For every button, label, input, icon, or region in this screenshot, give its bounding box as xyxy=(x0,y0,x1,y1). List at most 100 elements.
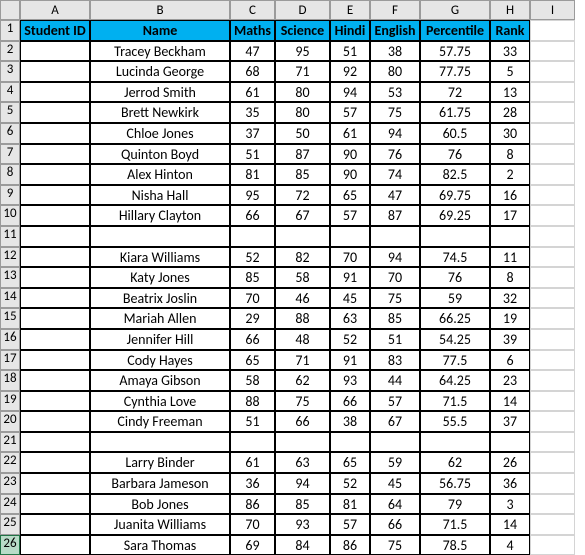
cell-C6[interactable]: 37 xyxy=(230,123,275,144)
cell-C17[interactable]: 65 xyxy=(230,350,275,371)
cell-A19[interactable] xyxy=(20,391,90,412)
cell-E18[interactable]: 93 xyxy=(330,370,370,391)
cell-H17[interactable]: 6 xyxy=(490,350,530,371)
cell-E4[interactable]: 94 xyxy=(330,82,370,103)
cell-E23[interactable]: 52 xyxy=(330,473,370,494)
col-header-C[interactable]: C xyxy=(230,0,275,20)
cell-D2[interactable]: 95 xyxy=(275,41,330,62)
cell-H8[interactable]: 2 xyxy=(490,164,530,185)
cell-E2[interactable]: 51 xyxy=(330,41,370,62)
row-header-12[interactable]: 12 xyxy=(0,247,20,268)
cell-F23[interactable]: 45 xyxy=(370,473,420,494)
cell-F6[interactable]: 94 xyxy=(370,123,420,144)
cell-D12[interactable]: 82 xyxy=(275,247,330,268)
cell-F24[interactable]: 64 xyxy=(370,494,420,515)
col-header-D[interactable]: D xyxy=(275,0,330,20)
cell-G23[interactable]: 56.75 xyxy=(420,473,490,494)
cell-G2[interactable]: 57.75 xyxy=(420,41,490,62)
cell-G14[interactable]: 59 xyxy=(420,288,490,309)
cell-G17[interactable]: 77.5 xyxy=(420,350,490,371)
cell-H5[interactable]: 28 xyxy=(490,102,530,123)
row-header-15[interactable]: 15 xyxy=(0,308,20,329)
cell-F11[interactable] xyxy=(370,226,420,247)
cell-E11[interactable] xyxy=(330,226,370,247)
cell-F7[interactable]: 76 xyxy=(370,144,420,165)
cell-A17[interactable] xyxy=(20,350,90,371)
cell-F13[interactable]: 70 xyxy=(370,267,420,288)
cell-B25[interactable]: Juanita Williams xyxy=(90,514,230,535)
cell-G7[interactable]: 76 xyxy=(420,144,490,165)
cell-G26[interactable]: 78.5 xyxy=(420,535,490,555)
cell-I9[interactable] xyxy=(530,185,575,206)
cell-E20[interactable]: 38 xyxy=(330,411,370,432)
cell-A12[interactable] xyxy=(20,247,90,268)
cell-C21[interactable] xyxy=(230,432,275,453)
cell-F2[interactable]: 38 xyxy=(370,41,420,62)
cell-I7[interactable] xyxy=(530,144,575,165)
row-header-7[interactable]: 7 xyxy=(0,144,20,165)
row-header-21[interactable]: 21 xyxy=(0,432,20,453)
cell-A10[interactable] xyxy=(20,205,90,226)
cell-H19[interactable]: 14 xyxy=(490,391,530,412)
cell-F15[interactable]: 85 xyxy=(370,308,420,329)
cell-I25[interactable] xyxy=(530,514,575,535)
cell-D10[interactable]: 67 xyxy=(275,205,330,226)
cell-I2[interactable] xyxy=(530,41,575,62)
row-header-8[interactable]: 8 xyxy=(0,164,20,185)
cell-E8[interactable]: 90 xyxy=(330,164,370,185)
cell-E9[interactable]: 65 xyxy=(330,185,370,206)
cell-D20[interactable]: 66 xyxy=(275,411,330,432)
cell-I14[interactable] xyxy=(530,288,575,309)
cell-B4[interactable]: Jerrod Smith xyxy=(90,82,230,103)
cell-A7[interactable] xyxy=(20,144,90,165)
cell-E3[interactable]: 92 xyxy=(330,61,370,82)
cell-F3[interactable]: 80 xyxy=(370,61,420,82)
cell-I6[interactable] xyxy=(530,123,575,144)
cell-F9[interactable]: 47 xyxy=(370,185,420,206)
cell-C24[interactable]: 86 xyxy=(230,494,275,515)
cell-D14[interactable]: 46 xyxy=(275,288,330,309)
cell-D18[interactable]: 62 xyxy=(275,370,330,391)
cell-B15[interactable]: Mariah Allen xyxy=(90,308,230,329)
row-header-13[interactable]: 13 xyxy=(0,267,20,288)
cell-H3[interactable]: 5 xyxy=(490,61,530,82)
cell-B7[interactable]: Quinton Boyd xyxy=(90,144,230,165)
cell-E13[interactable]: 91 xyxy=(330,267,370,288)
cell-B2[interactable]: Tracey Beckham xyxy=(90,41,230,62)
cell-C10[interactable]: 66 xyxy=(230,205,275,226)
cell-B16[interactable]: Jennifer Hill xyxy=(90,329,230,350)
cell-I10[interactable] xyxy=(530,205,575,226)
row-header-6[interactable]: 6 xyxy=(0,123,20,144)
cell-G13[interactable]: 76 xyxy=(420,267,490,288)
spreadsheet-grid[interactable]: ABCDEFGHI1Student IDNameMathsScienceHind… xyxy=(0,0,585,555)
cell-H20[interactable]: 37 xyxy=(490,411,530,432)
cell-B21[interactable] xyxy=(90,432,230,453)
cell-A15[interactable] xyxy=(20,308,90,329)
cell-I23[interactable] xyxy=(530,473,575,494)
cell-E21[interactable] xyxy=(330,432,370,453)
cell-E17[interactable]: 91 xyxy=(330,350,370,371)
cell-D4[interactable]: 80 xyxy=(275,82,330,103)
cell-A22[interactable] xyxy=(20,452,90,473)
cell-C2[interactable]: 47 xyxy=(230,41,275,62)
cell-C14[interactable]: 70 xyxy=(230,288,275,309)
select-all-corner[interactable] xyxy=(0,0,20,20)
cell-G3[interactable]: 77.75 xyxy=(420,61,490,82)
cell-I11[interactable] xyxy=(530,226,575,247)
cell-B8[interactable]: Alex Hinton xyxy=(90,164,230,185)
cell-B18[interactable]: Amaya Gibson xyxy=(90,370,230,391)
cell-B13[interactable]: Katy Jones xyxy=(90,267,230,288)
cell-G8[interactable]: 82.5 xyxy=(420,164,490,185)
cell-B14[interactable]: Beatrix Joslin xyxy=(90,288,230,309)
cell-E6[interactable]: 61 xyxy=(330,123,370,144)
cell-H25[interactable]: 14 xyxy=(490,514,530,535)
cell-F19[interactable]: 57 xyxy=(370,391,420,412)
cell-E12[interactable]: 70 xyxy=(330,247,370,268)
cell-D8[interactable]: 85 xyxy=(275,164,330,185)
cell-A8[interactable] xyxy=(20,164,90,185)
cell-F5[interactable]: 75 xyxy=(370,102,420,123)
cell-C26[interactable]: 69 xyxy=(230,535,275,555)
cell-E16[interactable]: 52 xyxy=(330,329,370,350)
cell-A11[interactable] xyxy=(20,226,90,247)
row-header-16[interactable]: 16 xyxy=(0,329,20,350)
